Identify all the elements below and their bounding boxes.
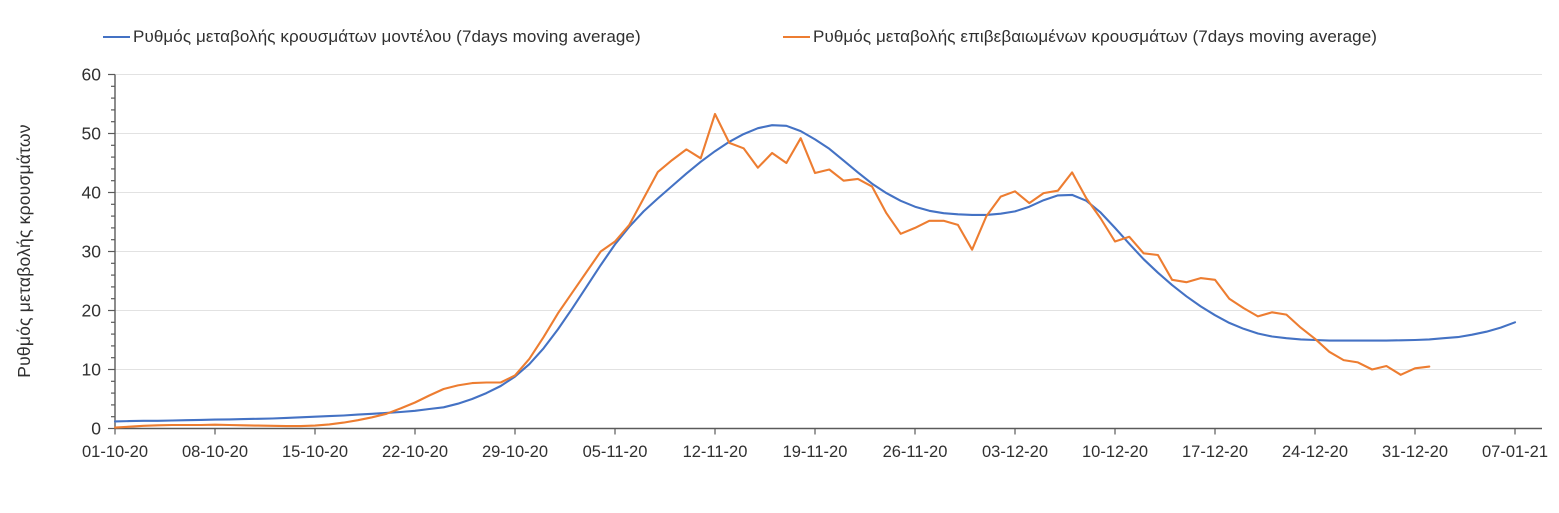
model-series-line-swatch bbox=[103, 36, 130, 38]
x-tick-labels: 01-10-20 08-10-20 15-10-20 22-10-20 29-10-20… bbox=[82, 443, 1548, 461]
svg-text:05-11-20: 05-11-20 bbox=[583, 443, 648, 461]
svg-text:20: 20 bbox=[82, 301, 102, 321]
svg-text:29-10-20: 29-10-20 bbox=[482, 443, 548, 461]
svg-text:31-12-20: 31-12-20 bbox=[1382, 443, 1448, 461]
chart-legend: Ρυθμός μεταβολής κρουσμάτων μοντέλου (7d… bbox=[0, 26, 1559, 48]
svg-text:60: 60 bbox=[82, 65, 102, 85]
svg-text:0: 0 bbox=[91, 419, 101, 439]
legend-item-confirmed: Ρυθμός μεταβολής επιβεβαιωμένων κρουσμάτ… bbox=[783, 26, 1377, 48]
legend-item-model: Ρυθμός μεταβολής κρουσμάτων μοντέλου (7d… bbox=[103, 26, 641, 48]
svg-text:01-10-20: 01-10-20 bbox=[82, 443, 148, 461]
svg-text:40: 40 bbox=[82, 183, 102, 203]
svg-text:22-10-20: 22-10-20 bbox=[382, 443, 448, 461]
svg-text:03-12-20: 03-12-20 bbox=[982, 443, 1048, 461]
legend-label-model: Ρυθμός μεταβολής κρουσμάτων μοντέλου (7d… bbox=[133, 27, 641, 46]
svg-text:50: 50 bbox=[82, 124, 102, 144]
model-series-line bbox=[113, 124, 1517, 423]
svg-text:24-12-20: 24-12-20 bbox=[1282, 443, 1348, 461]
svg-text:07-01-21: 07-01-21 bbox=[1482, 443, 1548, 461]
svg-text:30: 30 bbox=[82, 242, 102, 262]
legend-label-confirmed: Ρυθμός μεταβολής επιβεβαιωμένων κρουσμάτ… bbox=[813, 27, 1378, 46]
y-gridlines bbox=[114, 74, 1542, 429]
svg-text:19-11-20: 19-11-20 bbox=[783, 443, 848, 461]
y-axis-title: Ρυθμός μεταβολής κρουσμάτων bbox=[14, 124, 34, 378]
y-axis bbox=[108, 73, 116, 430]
svg-text:26-11-20: 26-11-20 bbox=[883, 443, 948, 461]
svg-text:17-12-20: 17-12-20 bbox=[1182, 443, 1248, 461]
y-tick-labels: 0 10 20 30 40 50 60 bbox=[82, 65, 102, 439]
svg-text:15-10-20: 15-10-20 bbox=[282, 443, 348, 461]
confirmed-series-line bbox=[113, 112, 1431, 429]
svg-text:10-12-20: 10-12-20 bbox=[1082, 443, 1148, 461]
svg-text:08-10-20: 08-10-20 bbox=[182, 443, 248, 461]
svg-text:12-11-20: 12-11-20 bbox=[683, 443, 748, 461]
x-axis bbox=[114, 427, 1542, 435]
confirmed-series-line-swatch bbox=[783, 36, 810, 38]
svg-text:10: 10 bbox=[82, 360, 102, 380]
